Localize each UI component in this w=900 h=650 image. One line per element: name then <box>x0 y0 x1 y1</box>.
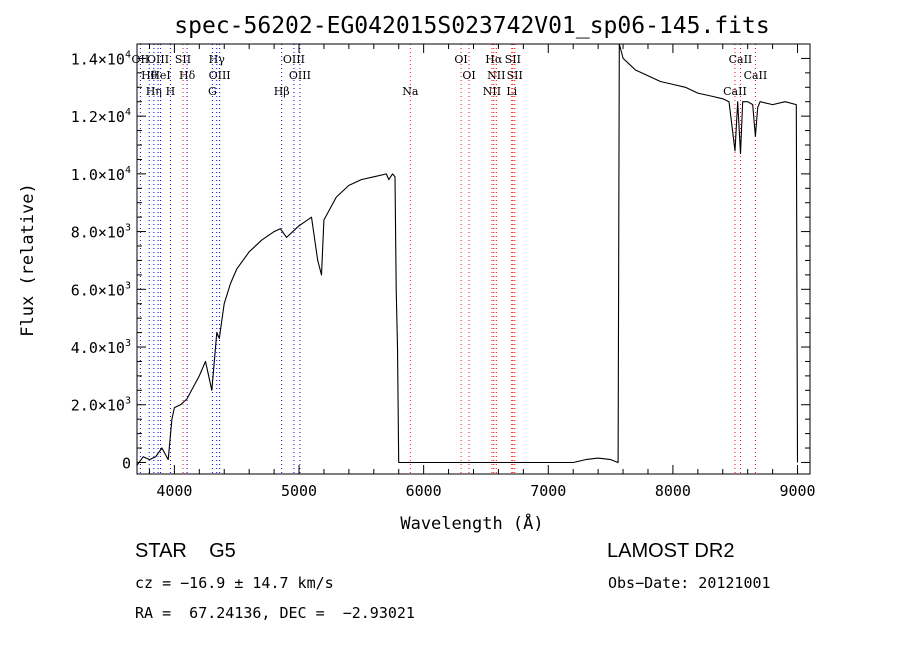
y-tick-label: 2.0×103 <box>71 396 131 415</box>
line-label: SII <box>175 53 191 66</box>
line-label: Hγ <box>209 53 226 66</box>
y-tick-label: 1.4×104 <box>71 49 131 68</box>
y-axis: 0 2.0×103 4.0×103 6.0×103 8.0×103 1.0×104 1.2×… <box>71 49 810 472</box>
object-class: STAR G5 <box>135 540 236 562</box>
line-label: Hβ <box>274 85 290 98</box>
line-label: OI <box>462 69 475 82</box>
coordinates-text: RA = 67.24136, DEC = −2.93021 <box>135 604 415 622</box>
line-label: OIII <box>209 69 231 82</box>
line-label: SII <box>507 69 523 82</box>
line-label: Hα <box>485 53 503 66</box>
line-label: Na <box>402 85 419 98</box>
y-tick-label: 1.2×104 <box>71 107 131 126</box>
x-tick-label: 4000 <box>156 482 192 500</box>
obs-date-text: Obs−Date: 20121001 <box>608 574 771 592</box>
chart-title: spec-56202-EG042015S023742V01_sp06-145.f… <box>174 13 769 39</box>
line-label: OI <box>454 53 467 66</box>
x-axis: 4000 5000 6000 7000 8000 9000 <box>148 44 816 500</box>
line-markers <box>139 44 756 474</box>
plot-frame <box>136 43 811 475</box>
survey-name: LAMOST DR2 <box>607 540 735 562</box>
line-label: NII <box>487 69 505 82</box>
line-label: OIII <box>289 69 311 82</box>
line-label: CaII <box>723 85 747 98</box>
y-tick-label: 1.0×104 <box>71 165 131 184</box>
x-tick-label: 7000 <box>530 482 566 500</box>
line-label: H <box>166 85 176 98</box>
x-tick-label: 6000 <box>406 482 442 500</box>
line-label: NII <box>483 85 501 98</box>
line-label: HeI <box>150 69 170 82</box>
line-label: G <box>208 85 217 98</box>
line-label: Li <box>506 85 517 98</box>
line-label: Hδ <box>179 69 196 82</box>
spectrum-series <box>136 43 799 466</box>
line-label: CaII <box>729 53 753 66</box>
line-label: SII <box>505 53 521 66</box>
line-labels: OII Hθ Hη OIII HeI H SII Hδ G Hγ OIII Hβ OIII OIII Na O… <box>132 53 768 98</box>
line-label: OII <box>132 53 150 66</box>
redshift-text: cz = −16.9 ± 14.7 km/s <box>135 574 334 592</box>
line-label: CaII <box>744 69 768 82</box>
spectrum-line <box>136 43 799 466</box>
line-label: Hθ <box>141 69 158 82</box>
y-tick-label: 8.0×103 <box>71 223 131 242</box>
line-label: OIII <box>147 53 169 66</box>
y-axis-label: Flux (relative) <box>18 183 38 337</box>
line-label: OIII <box>283 53 305 66</box>
y-tick-label: 0 <box>122 454 131 472</box>
x-tick-label: 9000 <box>779 482 815 500</box>
x-tick-label: 8000 <box>655 482 691 500</box>
y-tick-label: 4.0×103 <box>71 338 131 357</box>
x-tick-label: 5000 <box>281 482 317 500</box>
line-label: Hη <box>146 85 162 98</box>
y-tick-label: 6.0×103 <box>71 280 131 299</box>
x-axis-label: Wavelength (Å) <box>400 512 543 534</box>
